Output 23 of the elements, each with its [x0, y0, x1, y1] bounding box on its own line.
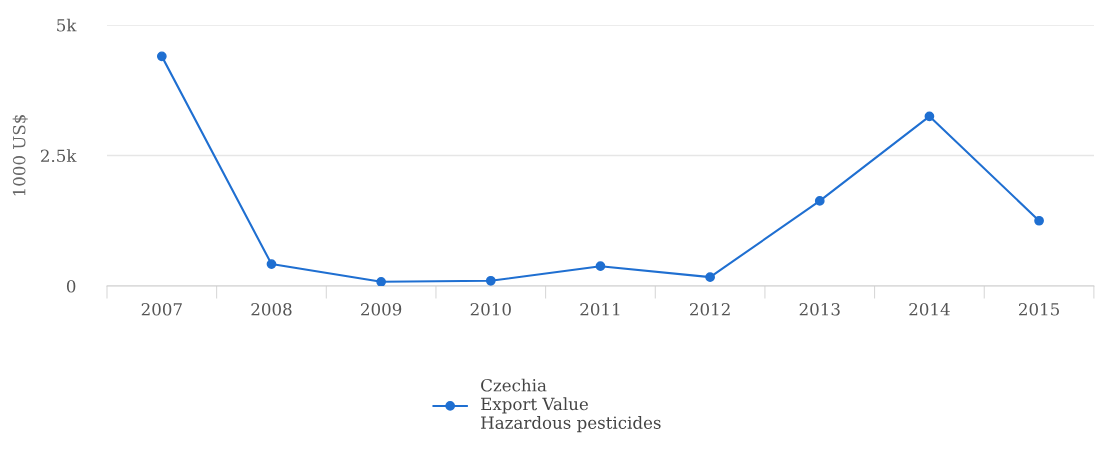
y-tick-label: 0 — [66, 279, 76, 293]
x-tick-label: 2008 — [251, 302, 292, 316]
x-tick-label: 2010 — [470, 302, 511, 316]
point — [485, 275, 496, 286]
point — [376, 276, 387, 286]
point — [266, 259, 277, 269]
x-tick-label: 2013 — [799, 302, 840, 316]
point — [814, 196, 825, 206]
point — [1034, 215, 1044, 226]
point — [924, 111, 935, 122]
point — [156, 51, 167, 62]
point — [705, 272, 715, 282]
y-tick-label: 5k — [57, 18, 77, 32]
x-tick-label: 2009 — [361, 302, 402, 316]
x-tick-label: 2012 — [690, 302, 730, 316]
x-tick-label: 2014 — [909, 302, 950, 316]
legend-label: Czechia Export Value Hazardous pesticides — [481, 378, 661, 433]
x-tick-label: 2015 — [1019, 302, 1059, 316]
x-tick-label: 2011 — [580, 302, 620, 316]
x-tick-label: 2007 — [141, 302, 182, 316]
y-tick-label: 2.5k — [40, 149, 77, 163]
y-axis-title: 1000 US$ — [12, 114, 28, 196]
point — [595, 261, 606, 272]
